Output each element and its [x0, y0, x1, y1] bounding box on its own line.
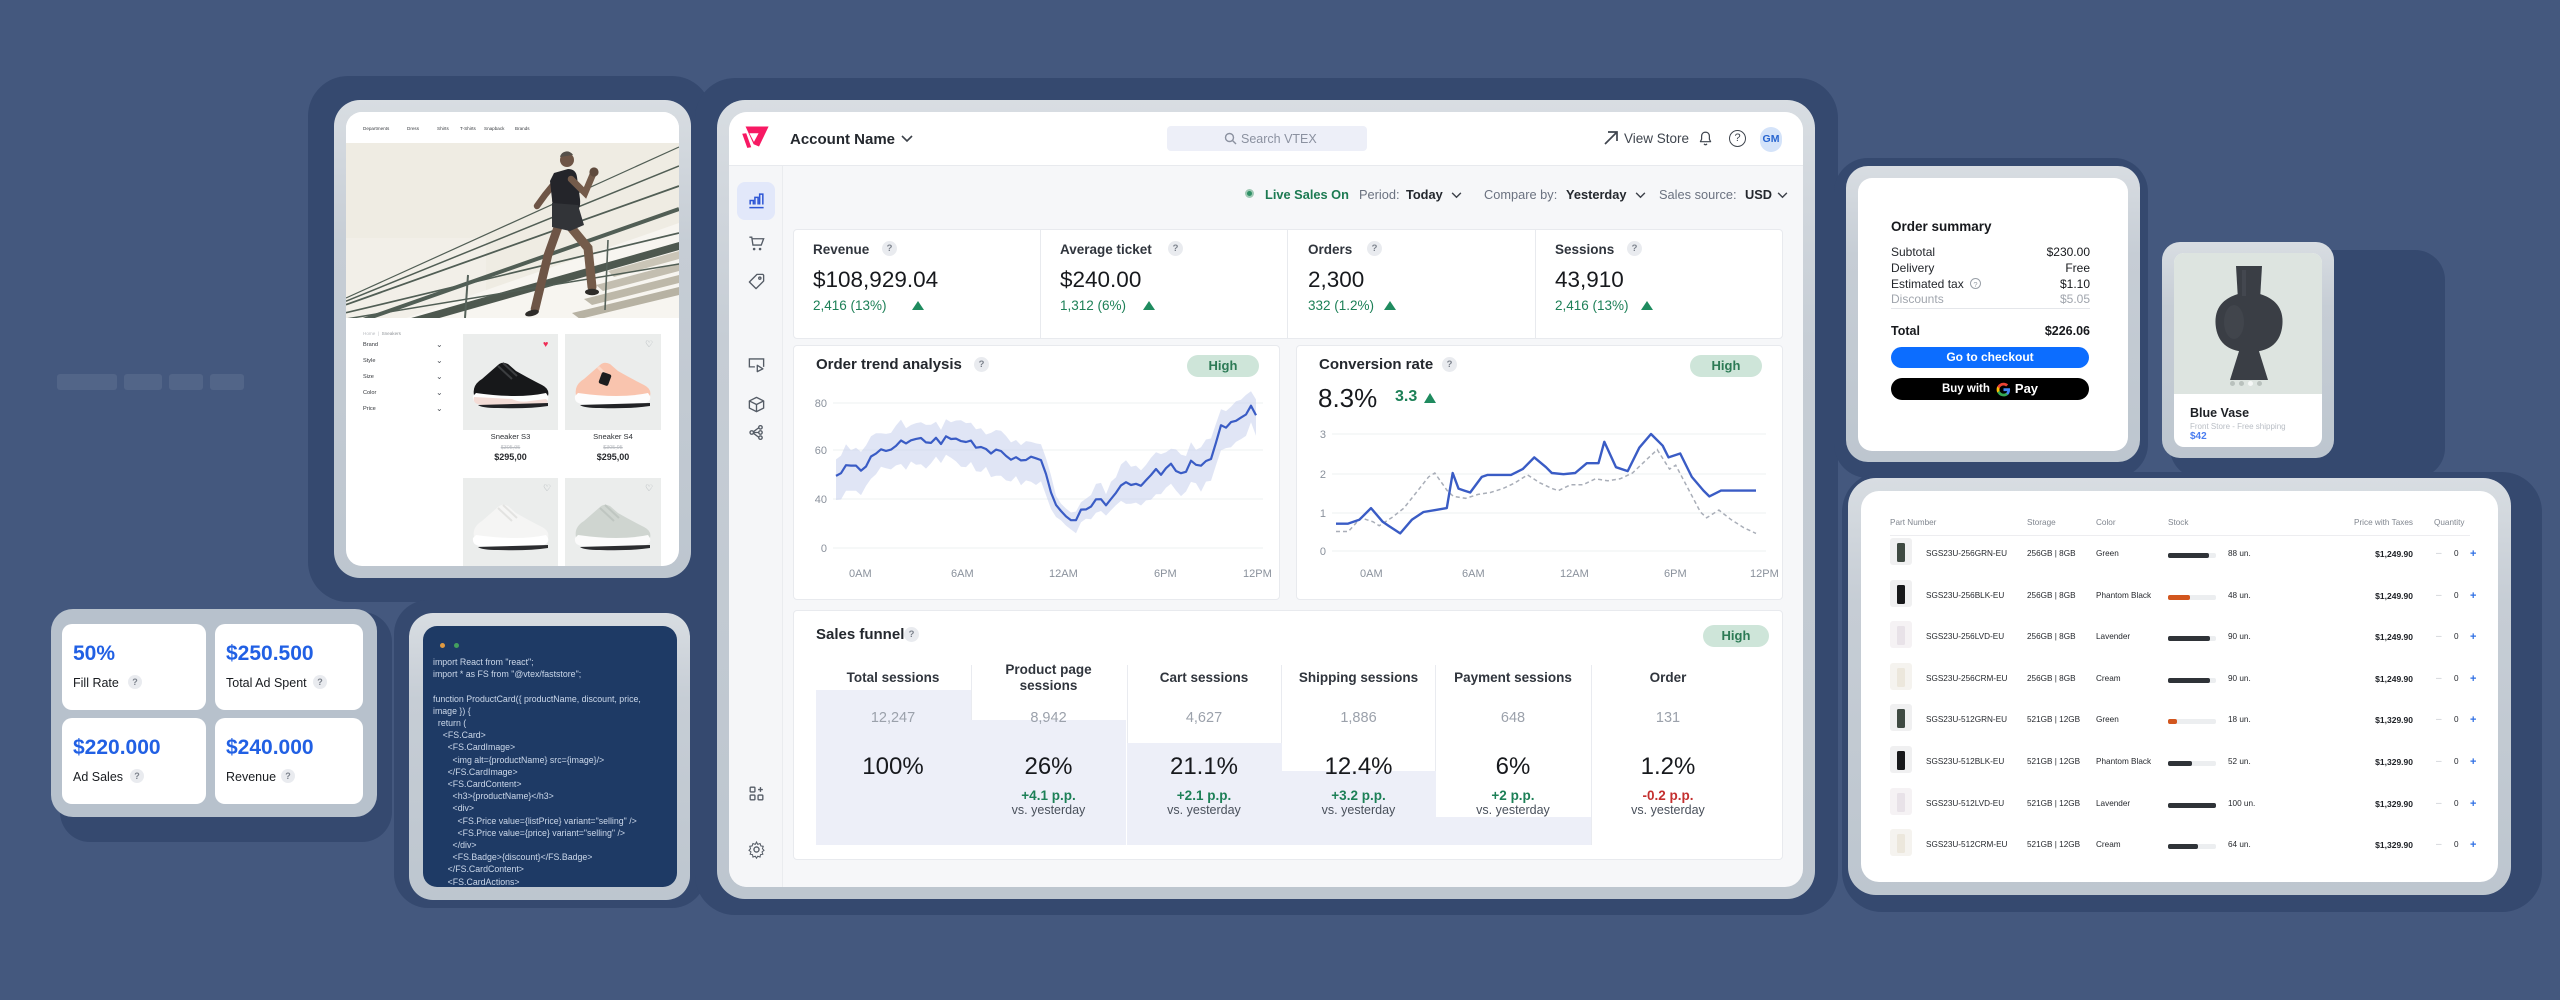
svg-text:1: 1 [1320, 508, 1326, 520]
svg-text:3: 3 [1320, 429, 1326, 441]
svg-text:6AM: 6AM [951, 568, 974, 580]
svg-text:0AM: 0AM [849, 568, 872, 580]
svg-text:80: 80 [815, 398, 827, 410]
svg-text:6PM: 6PM [1154, 568, 1177, 580]
svg-text:12AM: 12AM [1049, 568, 1078, 580]
svg-text:12AM: 12AM [1560, 568, 1589, 580]
svg-text:60: 60 [815, 445, 827, 457]
svg-text:40: 40 [815, 494, 827, 506]
svg-text:2: 2 [1320, 469, 1326, 481]
svg-text:12PM: 12PM [1750, 568, 1779, 580]
svg-text:6PM: 6PM [1664, 568, 1687, 580]
svg-text:0: 0 [1320, 546, 1326, 558]
svg-text:0AM: 0AM [1360, 568, 1383, 580]
svg-text:6AM: 6AM [1462, 568, 1485, 580]
svg-text:0: 0 [821, 543, 827, 555]
svg-text:12PM: 12PM [1243, 568, 1272, 580]
